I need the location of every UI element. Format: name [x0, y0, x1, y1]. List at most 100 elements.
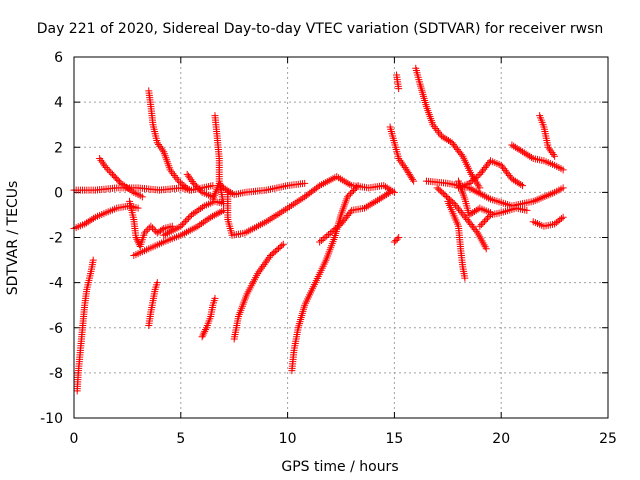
- data-point: [263, 257, 271, 265]
- data-point: [168, 222, 176, 230]
- series-arc-ab: [536, 112, 559, 160]
- data-point: [265, 253, 273, 261]
- data-point: [524, 151, 532, 159]
- data-point: [278, 242, 286, 250]
- data-point: [82, 219, 90, 227]
- data-point: [375, 195, 383, 203]
- data-point: [113, 175, 121, 183]
- data-point: [211, 294, 219, 302]
- data-point: [134, 204, 142, 212]
- data-point: [187, 211, 195, 219]
- data-point: [183, 216, 191, 224]
- data-point: [207, 213, 215, 221]
- data-point: [323, 232, 331, 240]
- data-point: [199, 218, 207, 226]
- data-point: [485, 213, 493, 221]
- data-point: [523, 206, 531, 214]
- series-arc-o: [230, 240, 287, 343]
- data-point: [314, 183, 322, 191]
- data-point: [457, 151, 465, 159]
- data-point: [197, 204, 205, 212]
- data-point: [321, 234, 329, 241]
- data-point: [153, 139, 161, 147]
- data-point: [190, 179, 198, 187]
- data-point: [519, 182, 527, 190]
- data-point: [199, 331, 207, 339]
- data-point: [460, 212, 468, 220]
- y-tick-label: 6: [54, 50, 63, 66]
- data-point: [393, 235, 401, 243]
- data-point: [436, 187, 444, 195]
- series-arc-y: [454, 157, 527, 192]
- data-point: [124, 185, 132, 193]
- series-arc-g: [145, 279, 161, 329]
- data-point: [325, 230, 333, 238]
- data-point: [114, 176, 122, 184]
- data-point: [472, 206, 480, 214]
- data-point: [469, 209, 477, 217]
- series-arc-ad: [454, 177, 495, 219]
- data-point: [187, 176, 195, 184]
- data-point: [353, 183, 361, 191]
- series-arc-f: [130, 206, 228, 260]
- data-point: [439, 190, 447, 198]
- data-point: [183, 170, 191, 178]
- data-point: [155, 141, 163, 149]
- y-tick-label: -6: [49, 321, 63, 337]
- series-arc-e: [126, 197, 176, 251]
- data-point: [469, 176, 477, 184]
- data-point: [508, 141, 516, 149]
- data-point: [520, 149, 528, 157]
- data-point: [395, 234, 403, 241]
- data-point: [198, 220, 206, 228]
- data-point: [96, 155, 104, 163]
- data-point: [519, 148, 527, 156]
- data-point: [225, 187, 233, 195]
- data-point: [557, 215, 565, 223]
- series-arc-ac: [529, 213, 567, 230]
- data-point: [194, 184, 202, 192]
- data-point: [559, 213, 567, 221]
- data-point: [511, 177, 519, 185]
- data-point: [105, 167, 113, 175]
- series-arc-s: [390, 234, 403, 246]
- plot-frame: [73, 56, 609, 419]
- data-point: [435, 185, 443, 193]
- data-point: [214, 209, 222, 217]
- data-point: [545, 145, 553, 153]
- data-point: [326, 229, 334, 237]
- data-point: [210, 211, 218, 219]
- data-point: [260, 261, 268, 269]
- data-point: [511, 143, 519, 151]
- data-point: [319, 235, 327, 243]
- data-point: [102, 164, 110, 172]
- data-point: [527, 153, 535, 161]
- data-point: [98, 158, 106, 166]
- data-point: [180, 219, 188, 227]
- data-point: [477, 221, 485, 229]
- data-markers: [70, 64, 567, 395]
- y-tick-label: 4: [54, 95, 63, 111]
- data-point: [107, 169, 115, 177]
- data-point: [343, 193, 351, 201]
- x-tick-label: 25: [599, 431, 617, 447]
- data-point: [345, 191, 353, 199]
- data-point: [526, 152, 534, 160]
- data-point: [381, 192, 389, 200]
- series-arc-q: [316, 188, 394, 246]
- data-point: [442, 192, 450, 200]
- series-arc-h: [145, 87, 193, 194]
- data-point: [196, 221, 204, 229]
- data-point: [117, 179, 125, 187]
- data-point: [134, 237, 142, 245]
- data-point: [186, 174, 194, 182]
- data-point: [215, 179, 223, 187]
- data-point: [472, 173, 480, 181]
- y-tick-label: 0: [54, 185, 63, 201]
- data-point: [228, 190, 236, 198]
- data-point: [122, 183, 130, 191]
- data-point: [483, 214, 491, 222]
- data-point: [84, 218, 92, 226]
- data-point: [410, 177, 418, 185]
- x-tick-label: 15: [385, 431, 403, 447]
